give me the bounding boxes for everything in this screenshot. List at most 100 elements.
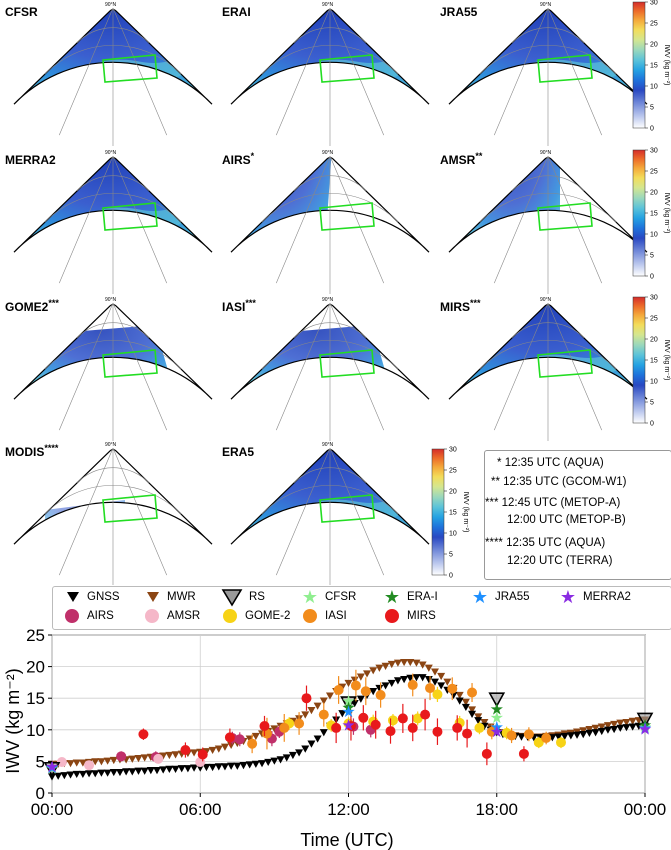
data-point [370, 719, 381, 730]
legend-marker [223, 609, 237, 623]
data-point [424, 664, 433, 672]
iwv-time-series: ★★★ ★★★ ★★★★★ ★★★ ★ ★ 00:00 06:00 12:00 18:00 00:… [3, 628, 667, 850]
data-point [603, 726, 612, 734]
y-tick-label: 25 [26, 628, 45, 645]
study-region-box [102, 54, 158, 83]
colorbar-tick-label: 25 [650, 169, 658, 176]
data-point [97, 758, 106, 766]
data-point [585, 729, 594, 737]
map-lat-label: 90°N [105, 150, 117, 156]
panel-title: ERA5 [222, 445, 254, 459]
map-panel: JRA55 90°N [440, 2, 648, 146]
data-point [344, 679, 353, 688]
colorbar-tick-label: 30 [650, 295, 658, 302]
colorbar-tick-label: 5 [650, 105, 654, 112]
data-point: ★ [490, 718, 504, 737]
data-point [375, 684, 384, 693]
sat-time: 12:45 UTC (METOP-A) [501, 497, 621, 509]
legend-marker: ★ [472, 589, 488, 605]
data-point: ★ [638, 718, 652, 737]
series-era-i: ★★ ★★ [45, 698, 652, 776]
data-point [301, 693, 312, 704]
panel-title: MODIS**** [5, 443, 59, 459]
data-point [325, 692, 334, 700]
series-layer: ★★★ ★★★ ★★★★★ ★★★ ★ ★ [43, 658, 654, 781]
longitude-line [275, 155, 331, 284]
y-axis-label: IWV (kg m⁻²) [3, 668, 23, 774]
data-point: ★ [490, 708, 504, 727]
data-point [363, 670, 372, 678]
data-point [233, 762, 242, 770]
panel-title-sup: *** [245, 298, 256, 308]
data-point [628, 717, 637, 725]
longitude-line [493, 7, 549, 136]
data-point [214, 745, 223, 753]
sat-mark: *** [485, 497, 499, 509]
data-point [270, 757, 279, 765]
map-boundary [230, 448, 430, 545]
legend-label: MERRA2 [583, 591, 631, 603]
map-panel: ERAI 90°N [222, 2, 430, 146]
y-tick-label: 15 [26, 689, 45, 708]
iwv-field [460, 157, 560, 253]
data-point [517, 733, 526, 741]
data-point [295, 749, 304, 757]
colorbar [632, 1, 646, 129]
sat-time: 12:20 UTC (TERRA) [507, 555, 613, 567]
panel-title: GOME2*** [5, 298, 59, 314]
series-amsr [56, 753, 206, 771]
study-region-box [319, 494, 375, 523]
longitude-line [547, 155, 603, 284]
legend-label: GNSS [87, 591, 120, 603]
data-point [360, 686, 371, 697]
colorbar-tick-label: 20 [650, 337, 658, 344]
data-point [387, 715, 398, 726]
data-point [153, 767, 162, 775]
legend-item-erai: ★ ERA-I [383, 589, 438, 605]
y-tick-label: 5 [36, 752, 45, 771]
data-point [591, 724, 600, 732]
map-lat-label: 90°N [322, 442, 334, 448]
data-point: ★ [490, 722, 504, 741]
data-point [397, 713, 408, 724]
data-point [72, 770, 81, 779]
legend-marker [65, 609, 79, 623]
longitude-line [275, 7, 331, 136]
longitude-line [329, 7, 385, 136]
data-point [579, 727, 588, 735]
data-point: ★ [638, 716, 652, 735]
data-point: ★ [45, 759, 59, 778]
map-boundary [448, 303, 648, 400]
data-point [418, 661, 427, 669]
data-point [381, 682, 390, 690]
iwv-field [242, 325, 392, 400]
legend-label: AIRS [87, 610, 114, 622]
map-boundary [13, 448, 213, 545]
land-warm [115, 80, 175, 105]
data-point [276, 756, 285, 764]
data-point [140, 754, 149, 762]
data-point [443, 678, 452, 686]
colorbar-tick-label: 15 [650, 63, 658, 70]
map-lat-label: 90°N [540, 2, 552, 8]
data-point [474, 722, 485, 733]
chart-legend: GNSS MWR RS ★ CFSR ★ ERA-I ★ JRA55 ★ MERRA2 … [52, 586, 671, 630]
x-tick-label: 00:00 [624, 800, 667, 819]
legend-label: GOME-2 [245, 610, 291, 622]
iwv-field [25, 325, 175, 400]
data-point [432, 689, 443, 700]
data-point [591, 729, 600, 737]
legend-item-jra55: ★ JRA55 [471, 589, 530, 605]
data-point [393, 677, 402, 685]
data-point [585, 725, 594, 734]
legend-marker: ★ [302, 589, 318, 605]
data-point: ★ [45, 758, 59, 777]
longitude-line [275, 302, 331, 431]
legend-item-iasi: IASI [301, 608, 347, 624]
data-point [288, 751, 297, 760]
data-point [474, 713, 483, 721]
map-lat-label: 90°N [105, 297, 117, 303]
data-point [338, 710, 347, 718]
colorbar-tick-label: 10 [650, 379, 658, 386]
legend-marker [147, 592, 159, 602]
